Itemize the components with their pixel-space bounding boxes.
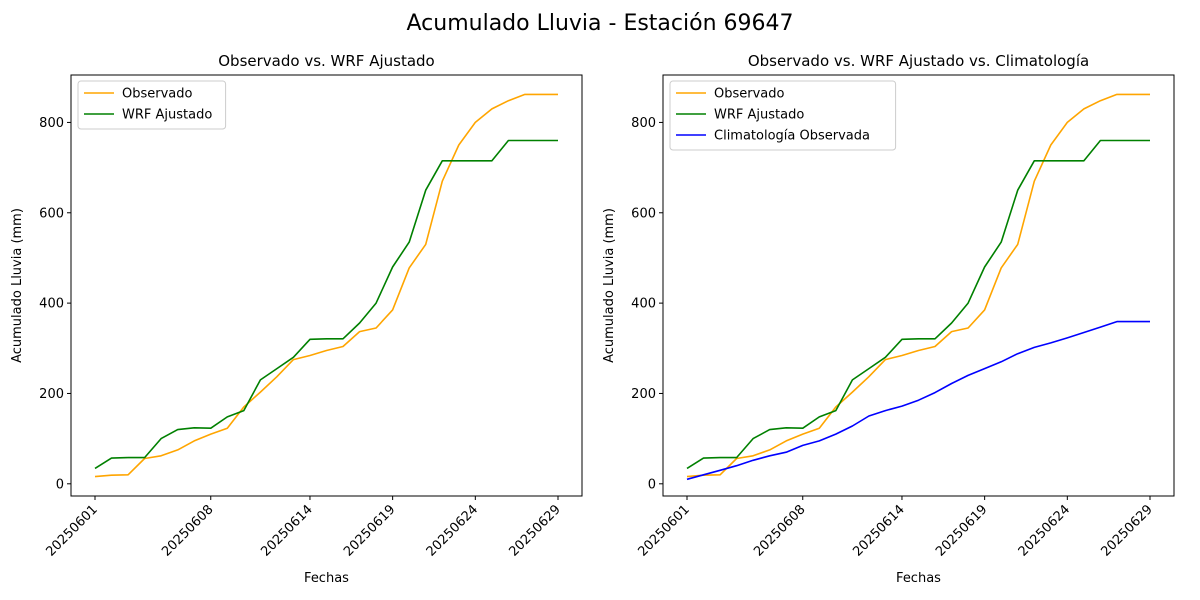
series-line-wrf-ajustado [686, 139, 1150, 470]
series-line-observado [686, 93, 1150, 478]
chart-panel-2: Observado vs. WRF Ajustado vs. Climatolo… [602, 52, 1175, 586]
y-tick-label: 800 [39, 116, 64, 131]
y-tick-label: 600 [39, 206, 64, 221]
y-tick-label: 600 [631, 206, 656, 221]
y-tick-label: 200 [39, 387, 64, 402]
y-axis-label: Acumulado Lluvia (mm) [602, 208, 617, 363]
x-axis-label: Fechas [304, 571, 349, 586]
x-tick-label: 20250624 [1016, 502, 1073, 559]
x-tick-label: 20250624 [424, 502, 481, 559]
y-axis-label: Acumulado Lluvia (mm) [10, 208, 25, 363]
y-tick-label: 0 [56, 477, 64, 492]
y-tick-label: 400 [631, 297, 656, 312]
legend-label: Observado [122, 87, 193, 102]
figure-title: Acumulado Lluvia - Estación 69647 [407, 11, 794, 36]
y-tick-label: 800 [631, 116, 656, 131]
x-tick-label: 20250619 [933, 502, 990, 559]
plot-frame [662, 74, 1175, 497]
y-tick-label: 400 [39, 297, 64, 312]
legend-label: Observado [714, 87, 785, 102]
series-line-climatolog-a-observada [686, 320, 1150, 481]
series-line-wrf-ajustado [94, 139, 558, 470]
plot-frame [70, 74, 583, 497]
chart-panel-1: Observado vs. WRF Ajustado 0 200 400 600 800 2… [10, 52, 583, 586]
y-tick-label: 200 [631, 387, 656, 402]
legend-box [77, 80, 227, 130]
legend-label: WRF Ajustado [714, 108, 804, 123]
x-tick-label: 20250601 [635, 502, 692, 559]
x-tick-label: 20250601 [43, 502, 100, 559]
x-tick-label: 20250619 [341, 502, 398, 559]
y-tick-label: 0 [648, 477, 656, 492]
legend-box [669, 80, 897, 151]
x-tick-label: 20250614 [258, 502, 315, 559]
x-tick-label: 20250614 [850, 502, 907, 559]
x-tick-label: 20250629 [506, 502, 563, 559]
legend-label: Climatología Observada [714, 129, 870, 144]
x-tick-label: 20250608 [159, 502, 216, 559]
chart-title: Observado vs. WRF Ajustado [218, 52, 434, 70]
legend-label: WRF Ajustado [122, 108, 212, 123]
legend: Observado WRF Ajustado [77, 80, 227, 130]
series-line-observado [94, 93, 558, 478]
x-axis-label: Fechas [896, 571, 941, 586]
x-tick-label: 20250608 [751, 502, 808, 559]
x-tick-label: 20250629 [1098, 502, 1155, 559]
chart-title: Observado vs. WRF Ajustado vs. Climatolo… [748, 52, 1089, 70]
legend: Observado WRF Ajustado Climatología Observ… [669, 80, 897, 151]
